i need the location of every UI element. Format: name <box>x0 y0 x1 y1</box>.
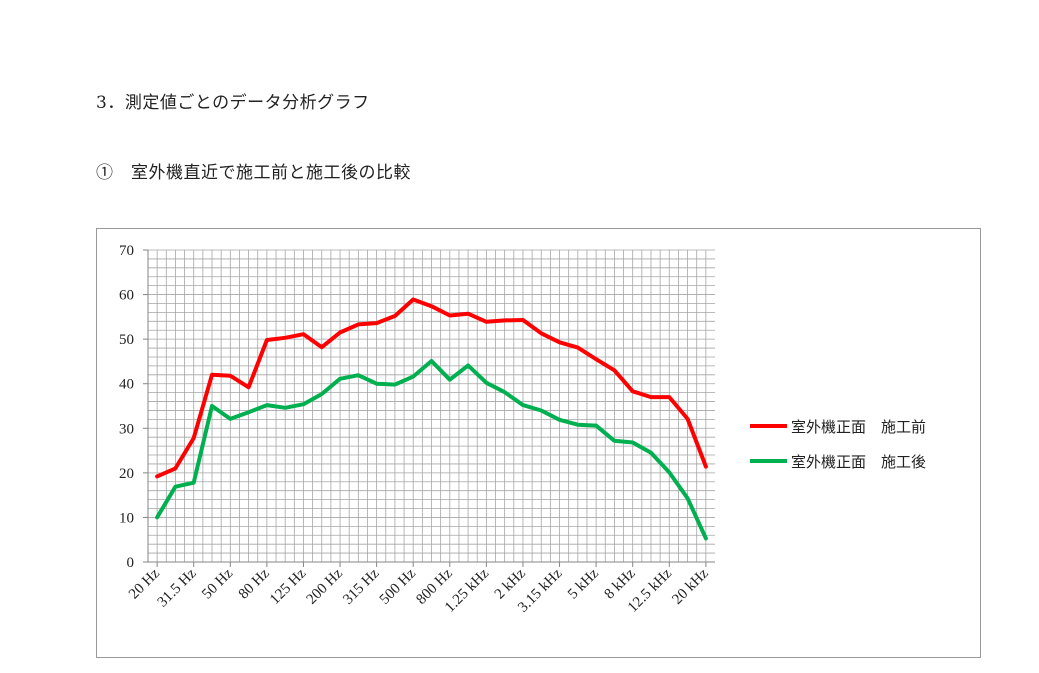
subsection-title: ① 室外機直近で施工前と施工後の比較 <box>96 163 411 183</box>
series-line-after <box>155 359 708 541</box>
y-tick-label: 30 <box>119 421 134 437</box>
y-tick-label: 50 <box>119 332 134 348</box>
y-tick-label: 20 <box>119 466 134 482</box>
y-tick-label: 10 <box>119 510 134 526</box>
chart-frame: 0 10 20 30 40 50 60 70 20 Hz 31.5 Hz 50 Hz 80 Hz 125… <box>96 228 981 658</box>
series-lines <box>155 297 708 541</box>
x-tick-label: 125 Hz <box>267 565 309 607</box>
section-title: 3．測定値ごとのデータ分析グラフ <box>96 93 370 113</box>
x-tick-label: 315 Hz <box>340 565 382 607</box>
grid <box>148 249 715 562</box>
x-tick-label: 20 kHz <box>669 565 711 607</box>
y-tick-label: 70 <box>119 243 134 259</box>
x-tick-label: 31.5 Hz <box>155 565 200 610</box>
x-tick-label: 5 kHz <box>565 565 602 602</box>
y-tick-label: 60 <box>119 288 134 304</box>
y-tick-label: 40 <box>119 377 134 393</box>
x-tick-label: 200 Hz <box>304 565 346 607</box>
x-tick-label: 500 Hz <box>377 565 419 607</box>
series-line-before <box>155 297 708 479</box>
x-tick-label: 50 Hz <box>199 565 236 602</box>
legend-label: 室外機正面 施工前 <box>791 418 926 436</box>
legend-label: 室外機正面 施工後 <box>791 453 926 471</box>
y-tick-label: 0 <box>127 555 135 571</box>
